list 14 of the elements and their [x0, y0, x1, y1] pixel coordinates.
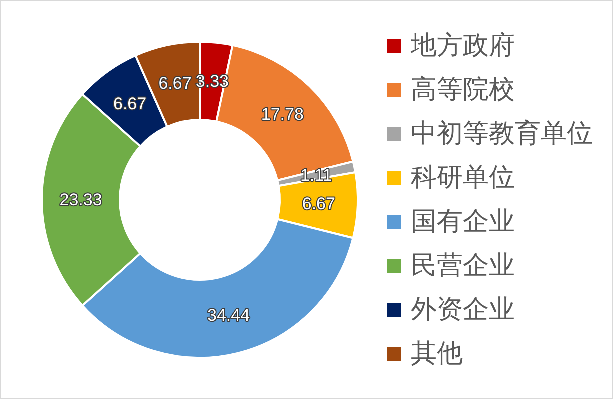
data-label: 34.44 — [208, 306, 250, 325]
data-label: 6.67 — [113, 94, 147, 114]
data-label: 6.67 — [302, 194, 336, 214]
data-label: 17.78 — [261, 104, 304, 124]
legend-label: 民营企业 — [411, 251, 515, 281]
legend-label: 高等院校 — [411, 75, 515, 105]
legend-label: 外资企业 — [411, 295, 515, 325]
legend-label: 地方政府 — [410, 31, 515, 61]
legend-label: 国有企业 — [411, 207, 515, 237]
legend-label: 科研单位 — [411, 163, 515, 193]
data-label: 23.33 — [60, 190, 102, 210]
legend-label: 其他 — [411, 339, 463, 369]
legend-label: 中初等教育单位 — [411, 119, 593, 149]
data-label: 6.67 — [158, 74, 192, 94]
